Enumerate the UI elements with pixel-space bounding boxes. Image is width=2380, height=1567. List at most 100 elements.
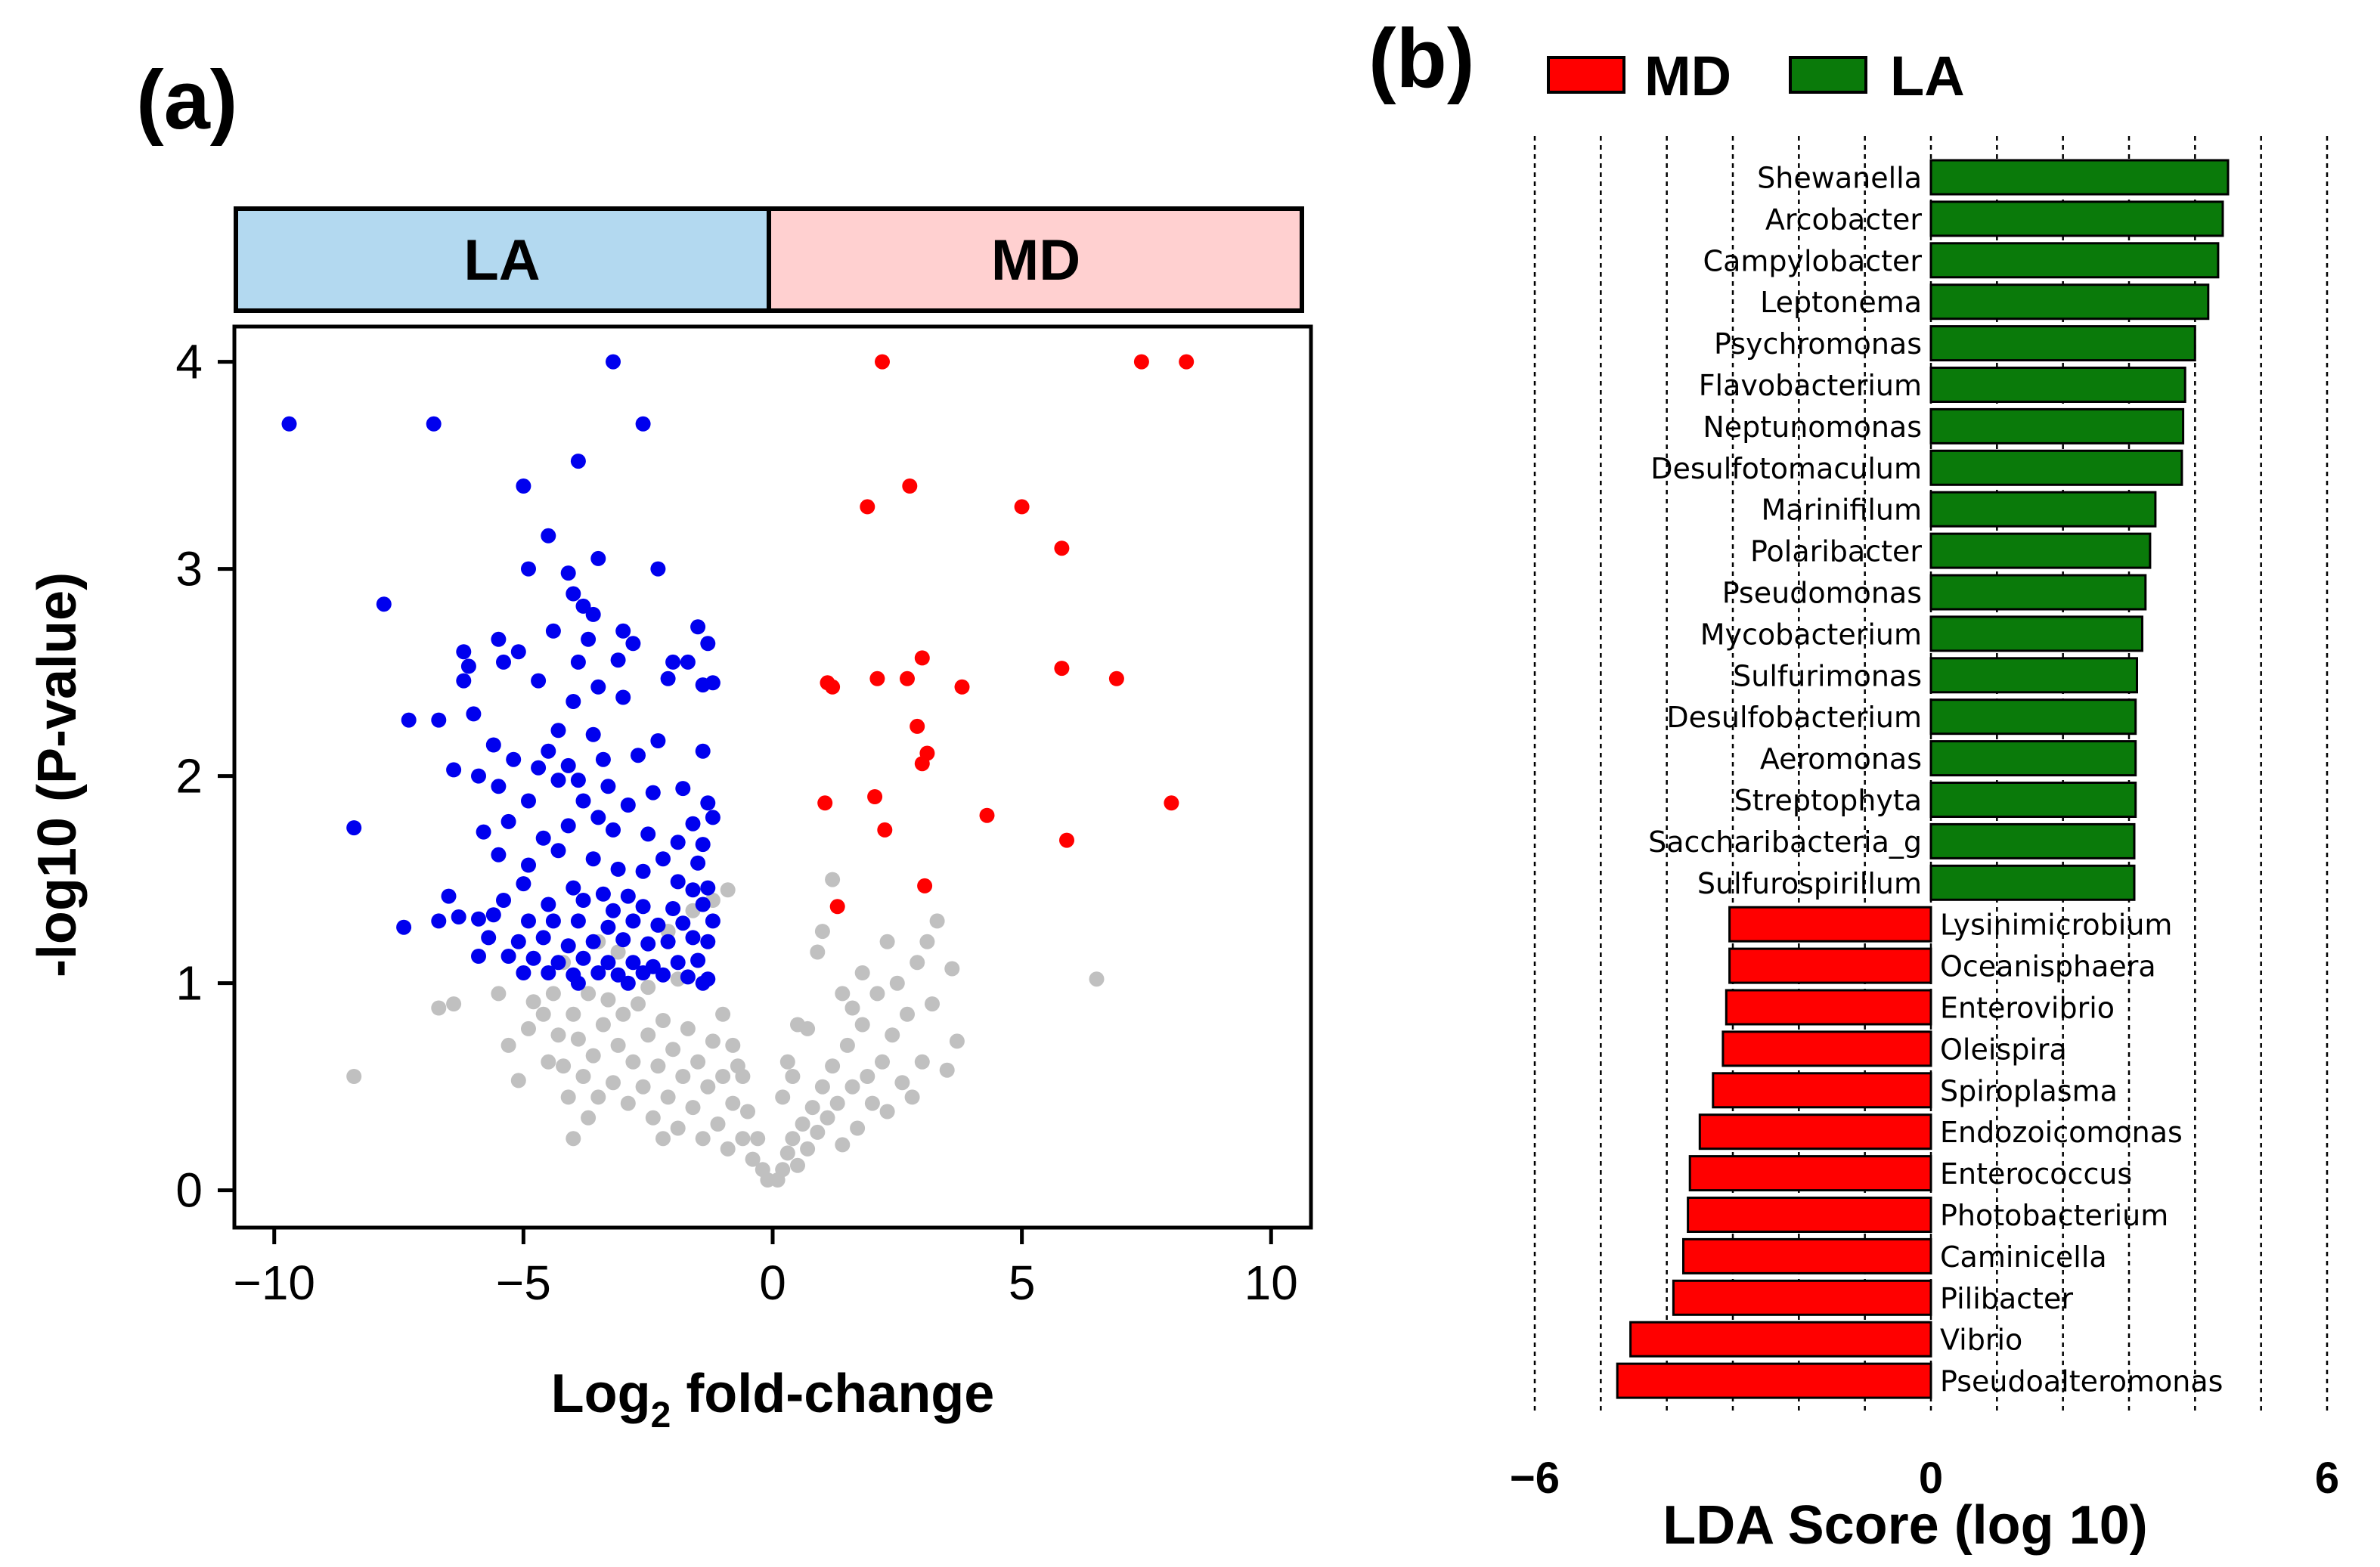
la-point bbox=[620, 797, 636, 813]
la-point bbox=[575, 893, 591, 908]
la-point bbox=[346, 820, 362, 836]
la-point bbox=[570, 454, 586, 469]
la-point bbox=[516, 965, 531, 980]
ns-point bbox=[610, 944, 626, 960]
ns-point bbox=[785, 1069, 801, 1084]
la-point bbox=[560, 757, 576, 773]
la-point bbox=[541, 965, 556, 980]
legend-md-swatch bbox=[1547, 56, 1625, 94]
ns-point bbox=[889, 975, 905, 991]
la-point bbox=[585, 606, 601, 622]
la-point bbox=[471, 911, 486, 927]
la-point bbox=[521, 561, 536, 577]
md-point bbox=[910, 718, 925, 734]
la-point bbox=[700, 636, 716, 652]
ns-point bbox=[655, 1013, 671, 1028]
la-point bbox=[281, 416, 297, 432]
md-point bbox=[1014, 499, 1030, 515]
ns-point bbox=[640, 980, 656, 996]
la-point bbox=[606, 354, 621, 370]
md-point bbox=[914, 756, 930, 772]
la-point bbox=[521, 913, 536, 929]
la-point bbox=[531, 673, 547, 689]
la-point bbox=[665, 901, 681, 916]
ns-point bbox=[750, 1131, 766, 1147]
md-bar bbox=[1629, 1321, 1932, 1358]
taxon-label: Enterococcus bbox=[1940, 1157, 2132, 1191]
la-bar bbox=[1929, 574, 2147, 611]
md-point bbox=[817, 795, 833, 811]
la-point bbox=[550, 955, 566, 971]
la-point bbox=[521, 857, 536, 873]
ns-point bbox=[820, 1110, 835, 1126]
la-bar bbox=[1929, 242, 2220, 279]
md-point bbox=[860, 499, 875, 515]
taxon-label: Marinifilum bbox=[1762, 494, 1923, 527]
la-point bbox=[496, 654, 511, 670]
taxon-label: Saccharibacteria_g bbox=[1648, 825, 1922, 859]
la-point bbox=[525, 950, 541, 966]
ns-point bbox=[600, 992, 616, 1008]
la-point bbox=[610, 967, 626, 983]
ns-point bbox=[685, 1100, 701, 1116]
la-point bbox=[600, 919, 616, 935]
la-point bbox=[491, 779, 507, 794]
la-point bbox=[510, 644, 526, 660]
ns-point bbox=[725, 1037, 741, 1053]
la-point bbox=[460, 658, 476, 674]
md-point bbox=[1108, 670, 1124, 686]
la-point bbox=[675, 915, 691, 931]
taxon-label: Sulfurimonas bbox=[1733, 659, 1922, 692]
md-bar bbox=[1725, 989, 1932, 1026]
volcano-x-title-rest: fold-change bbox=[671, 1364, 994, 1424]
la-point bbox=[496, 893, 511, 908]
la-point bbox=[570, 654, 586, 670]
ns-point bbox=[814, 924, 830, 940]
taxon-label: Sulfurospirillum bbox=[1697, 867, 1922, 900]
la-point bbox=[500, 949, 516, 964]
la-bar bbox=[1929, 491, 2157, 528]
taxon-label: Pseudomonas bbox=[1722, 577, 1922, 610]
la-point bbox=[640, 936, 656, 952]
la-bar bbox=[1929, 657, 2138, 694]
ns-point bbox=[925, 996, 940, 1012]
volcano-y-tick-label: 0 bbox=[175, 1163, 203, 1218]
md-point bbox=[954, 679, 970, 695]
ns-point bbox=[735, 1131, 751, 1147]
la-point bbox=[476, 824, 491, 840]
ns-point bbox=[700, 1079, 716, 1095]
md-bar bbox=[1616, 1362, 1932, 1399]
la-point bbox=[665, 654, 681, 670]
la-point bbox=[491, 631, 507, 647]
legend-la-swatch bbox=[1789, 56, 1867, 94]
ns-point bbox=[854, 965, 870, 980]
taxon-label: Arcobacter bbox=[1765, 203, 1923, 236]
ns-point bbox=[665, 1042, 681, 1058]
ns-point bbox=[814, 1079, 830, 1095]
la-point bbox=[456, 644, 472, 660]
la-point bbox=[485, 737, 501, 753]
md-point bbox=[867, 789, 883, 804]
ns-point bbox=[879, 1104, 895, 1120]
la-point bbox=[695, 743, 711, 759]
la-point bbox=[516, 876, 531, 892]
ns-point bbox=[566, 1131, 581, 1147]
volcano-y-axis-title: -log10 (P-value) bbox=[27, 572, 88, 977]
ns-point bbox=[631, 996, 646, 1012]
la-bar bbox=[1929, 200, 2224, 237]
ns-point bbox=[779, 1145, 795, 1161]
la-bar bbox=[1929, 782, 2137, 818]
ns-point bbox=[860, 1069, 875, 1084]
la-point bbox=[566, 694, 581, 709]
ns-point bbox=[844, 1079, 860, 1095]
la-point bbox=[635, 899, 651, 915]
ns-point bbox=[914, 1054, 930, 1070]
la-bar bbox=[1929, 532, 2152, 569]
taxon-label: Caminicella bbox=[1940, 1240, 2107, 1274]
taxon-label: Photobacterium bbox=[1940, 1199, 2168, 1232]
md-bar bbox=[1728, 906, 1932, 943]
la-point bbox=[610, 652, 626, 668]
md-point bbox=[869, 670, 885, 686]
ns-point bbox=[590, 1089, 606, 1105]
